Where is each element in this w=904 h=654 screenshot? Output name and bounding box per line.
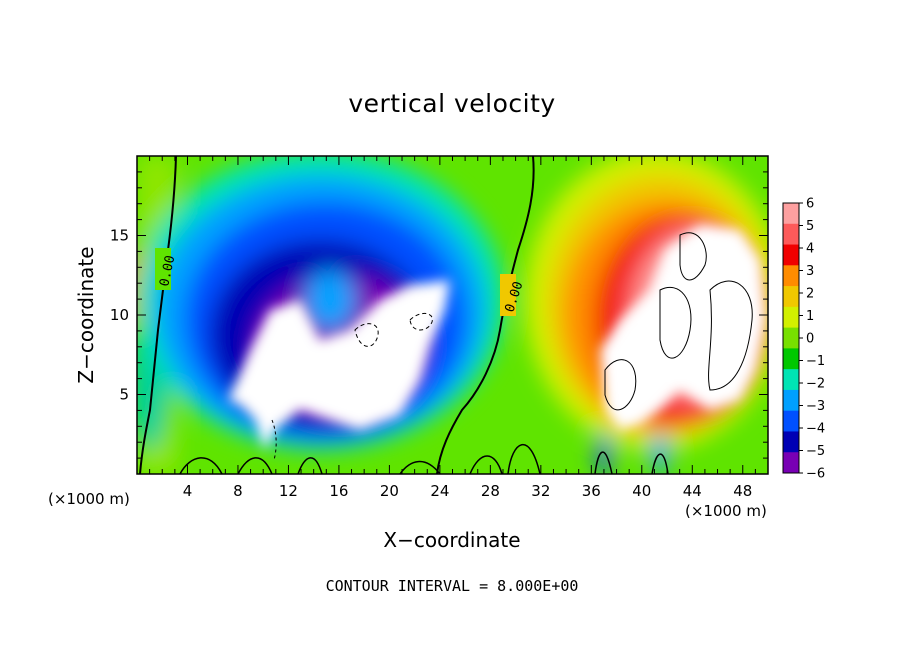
- colorbar-swatch: [783, 286, 799, 308]
- y-axis-title: Z−coordinate: [74, 246, 98, 383]
- colorbar-label: −2: [806, 377, 825, 392]
- colorbar-label: −1: [806, 354, 825, 369]
- colorbar-swatch: [783, 327, 799, 349]
- colorbar-label: 2: [806, 287, 814, 302]
- colorbar-swatch: [783, 265, 799, 287]
- colorbar-swatch: [783, 431, 799, 453]
- contour-label: 0.00: [157, 254, 178, 288]
- x-tick-label: 12: [279, 482, 298, 500]
- colorbar-label: 1: [806, 309, 814, 324]
- colorbar-swatch: [783, 369, 799, 391]
- colorbar-swatch: [783, 306, 799, 329]
- colorbar-label: −6: [806, 467, 825, 482]
- colorbar-swatch: [783, 223, 799, 246]
- x-axis-title: X−coordinate: [383, 528, 520, 552]
- velocity-field: [137, 156, 768, 474]
- x-tick-label: 4: [183, 482, 193, 500]
- colorbar-label: −4: [806, 422, 825, 437]
- colorbar-label: 0: [806, 332, 814, 347]
- x-tick-label: 44: [683, 482, 702, 500]
- colorbar-swatch: [783, 244, 799, 266]
- y-tick-label: 5: [119, 386, 129, 404]
- contour-interval-note: CONTOUR INTERVAL = 8.000E+00: [326, 577, 579, 595]
- colorbar-swatch: [783, 389, 799, 412]
- chart-title: vertical velocity: [348, 89, 555, 118]
- colorbar-label: −3: [806, 399, 825, 414]
- x-tick-label: 28: [481, 482, 500, 500]
- contour-lines: [139, 156, 753, 474]
- x-tick-label: 8: [233, 482, 243, 500]
- x-tick-label: 20: [380, 482, 399, 500]
- y-tick-label: 15: [110, 227, 129, 245]
- colorbar-label: 6: [806, 197, 814, 212]
- x-tick-label: 48: [733, 482, 752, 500]
- colorbar-label: 4: [806, 242, 814, 257]
- y-tick-label: 10: [110, 306, 129, 324]
- colorbar-swatch: [783, 203, 799, 225]
- colorbar-label: 3: [806, 264, 814, 279]
- x-axis: 4 8 12 16 20 24 28 32 36 40 44 48: [149, 156, 756, 500]
- x-tick-label: 40: [632, 482, 651, 500]
- colorbar: 6 5 4 3 2 1 0 −1 −2 −3 −4 −5 −6: [782, 197, 825, 482]
- x-unit-left: (×1000 m): [48, 490, 130, 508]
- y-axis: 5 10 15: [110, 171, 768, 459]
- colorbar-label: −5: [806, 444, 825, 459]
- x-tick-label: 16: [329, 482, 348, 500]
- x-tick-label: 36: [582, 482, 601, 500]
- x-tick-label: 32: [531, 482, 550, 500]
- colorbar-swatch: [783, 410, 799, 432]
- colorbar-swatch: [783, 348, 799, 370]
- x-unit-right: (×1000 m): [685, 502, 767, 520]
- colorbar-swatch: [783, 452, 799, 474]
- colorbar-label: 5: [806, 219, 814, 234]
- x-tick-label: 24: [430, 482, 449, 500]
